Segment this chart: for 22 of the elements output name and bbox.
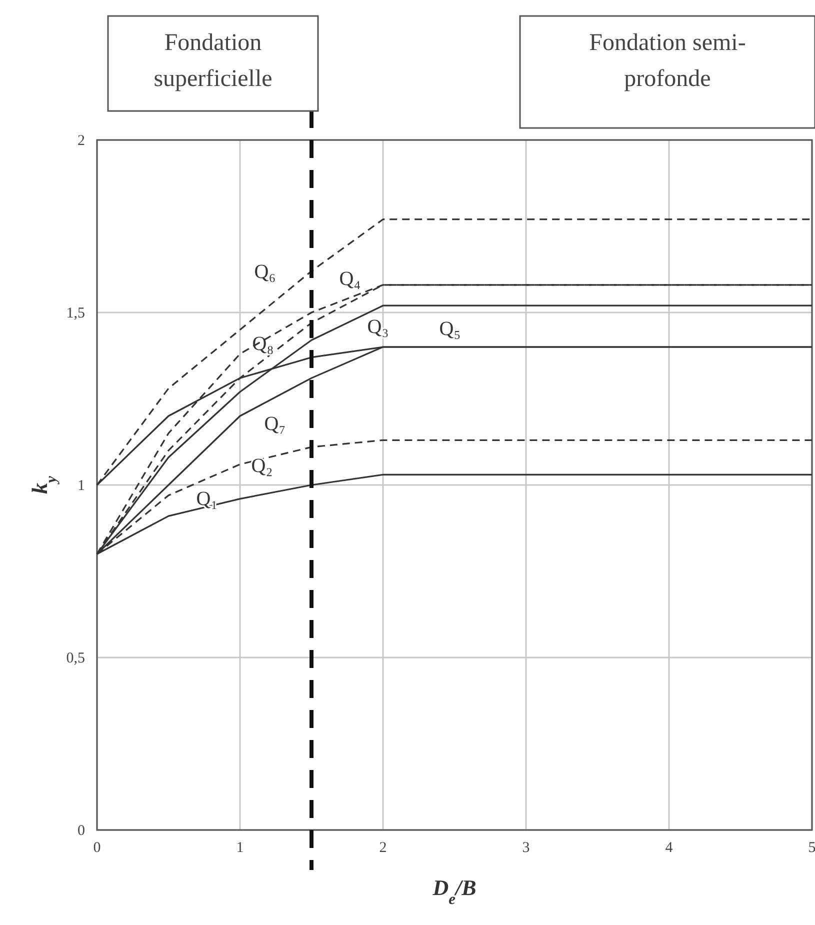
- x-tick-label: 0: [93, 840, 101, 856]
- series-label: Q₃: [367, 316, 389, 338]
- series-label: Q₇: [264, 413, 286, 435]
- text: Fondation superficielle: [154, 30, 272, 92]
- y-tick-label: 1: [78, 478, 85, 494]
- series-label: Q₄: [339, 268, 361, 290]
- text: Fondation semi- profonde: [589, 30, 746, 92]
- series-label: Q₈: [252, 333, 274, 355]
- x-tick-label: 2: [379, 840, 387, 856]
- y-tick-label: 0: [78, 823, 85, 839]
- x-tick-label: 1: [236, 840, 244, 856]
- x-tick-label: 5: [808, 840, 815, 856]
- x-tick-label: 3: [522, 840, 530, 856]
- series-label: Q₂: [251, 455, 273, 477]
- x-axis-title: D$_{e}$/B: [432, 875, 476, 908]
- y-tick-label: 2: [78, 133, 85, 149]
- y-tick-label: 1,5: [66, 306, 85, 322]
- series-label: Q₁: [196, 488, 218, 510]
- y-tick-label: 0,5: [66, 650, 85, 666]
- series-label: Q₆: [254, 261, 276, 283]
- series-label: Q₅: [439, 318, 461, 340]
- x-tick-label: 4: [665, 840, 674, 856]
